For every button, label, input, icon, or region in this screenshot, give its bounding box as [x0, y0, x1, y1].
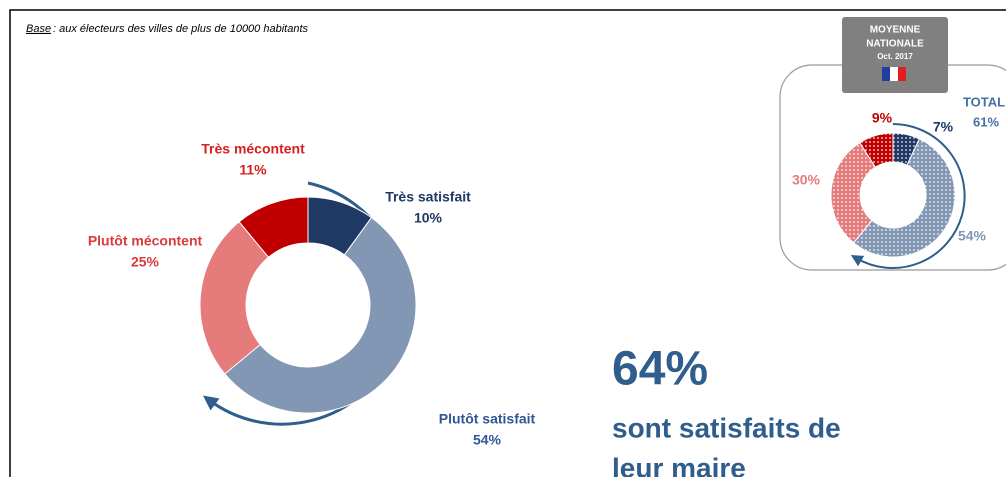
badge-text: MOYENNE	[870, 25, 921, 36]
highlight-text: sont satisfaits de	[612, 412, 841, 443]
slice-value: 11%	[239, 162, 267, 178]
highlight-text: leur maire	[612, 452, 746, 477]
slice-pattern	[831, 142, 876, 243]
badge-text: NATIONALE	[866, 39, 924, 50]
total-value: 61%	[973, 114, 999, 129]
flag	[898, 67, 906, 81]
slice-value: 54%	[473, 432, 502, 448]
donut-slice	[238, 196, 309, 258]
frame	[9, 9, 1006, 477]
slice-label: Très mécontent	[201, 141, 305, 157]
donut-slice	[199, 221, 270, 375]
donut-slice	[224, 216, 417, 414]
slice-label: Plutôt satisfait	[439, 411, 536, 427]
slice-label: Plutôt mécontent	[88, 233, 203, 249]
slice-label: Très satisfait	[385, 189, 471, 205]
note-key: Base	[26, 23, 51, 35]
slice-pattern	[859, 133, 893, 168]
badge	[842, 17, 948, 93]
slice-value: 54%	[958, 228, 987, 244]
total-title: TOTAL	[963, 94, 1005, 109]
slice-pattern	[853, 138, 956, 258]
flag	[890, 67, 898, 81]
note: : aux électeurs des villes de plus de 10…	[53, 23, 308, 35]
slice-pattern	[893, 133, 920, 166]
slice-value: 9%	[872, 110, 893, 126]
badge-text: Oct. 2017	[877, 52, 913, 61]
slice-value: 10%	[414, 210, 443, 226]
slice-value: 7%	[933, 119, 954, 135]
slice-value: 25%	[131, 254, 160, 270]
flag	[882, 67, 890, 81]
slice-value: 30%	[792, 172, 821, 188]
arrow	[850, 123, 966, 269]
highlight-value: 64%	[612, 343, 708, 396]
